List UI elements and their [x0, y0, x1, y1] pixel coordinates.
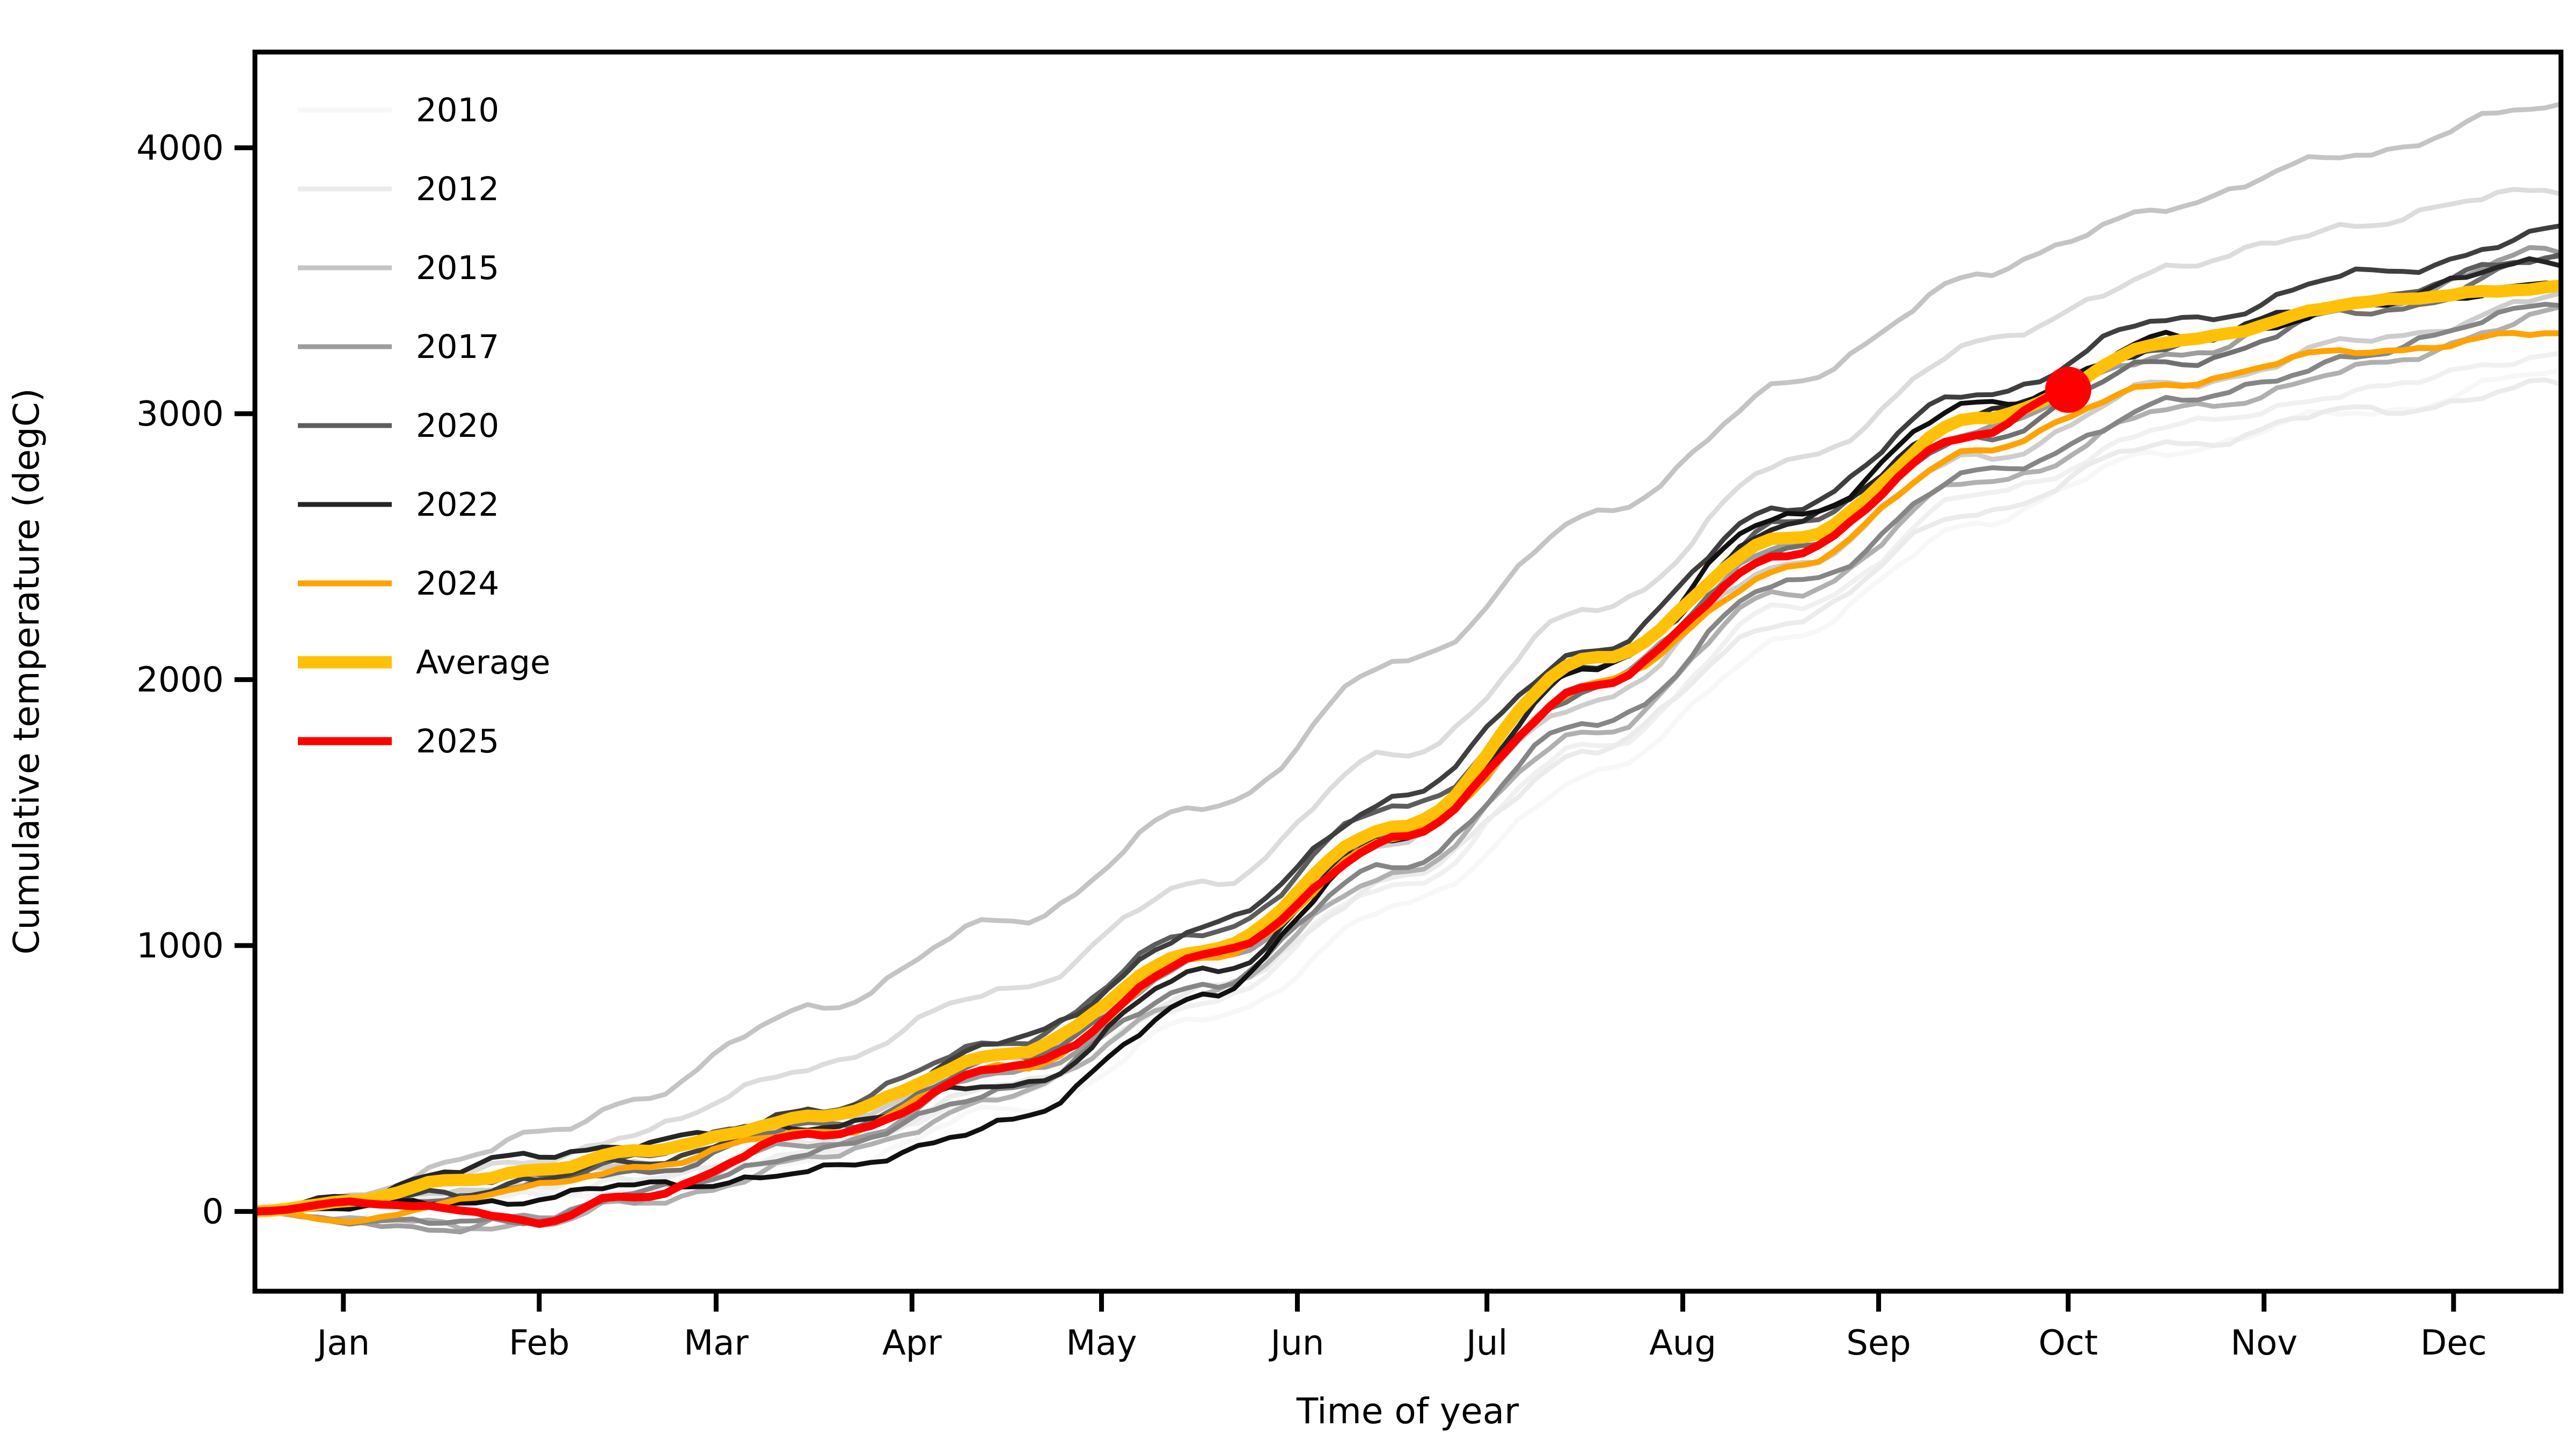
series-line-2018 — [255, 302, 2561, 1227]
series-line-2011 — [255, 350, 2561, 1214]
y-tick-label: 4000 — [136, 128, 224, 168]
legend: 2010 2012 2015 2017 2020 2022 2024 Average 2025 — [298, 91, 551, 760]
x-tick-label: Dec — [2420, 1323, 2487, 1363]
legend-label-2010: 2010 — [416, 91, 499, 129]
x-tick-label: Feb — [509, 1323, 569, 1363]
y-tick-label: 0 — [202, 1192, 224, 1232]
current-point-marker — [2045, 367, 2091, 413]
legend-label-2017: 2017 — [416, 328, 499, 366]
series-line-2022 — [255, 256, 2561, 1214]
x-axis: Jan Feb Mar Apr May Jun Jul Aug Sep Oct Nov Dec — [314, 1291, 2487, 1363]
y-axis-label: Cumulative temperature (degC) — [6, 388, 47, 954]
series-line-2024 — [255, 330, 2561, 1225]
x-tick-label: Sep — [1846, 1323, 1911, 1363]
legend-entry-2020: 2020 — [298, 407, 499, 445]
x-axis-label: Time of year — [1296, 1391, 1519, 1432]
x-tick-label: Jun — [1268, 1323, 1324, 1363]
legend-label-2025: 2025 — [416, 722, 499, 760]
x-tick-label: Jul — [1464, 1323, 1507, 1363]
legend-label-2024: 2024 — [416, 565, 499, 603]
axes-frame — [252, 49, 2564, 1294]
x-tick-label: Mar — [684, 1323, 749, 1363]
series-line-2010 — [255, 367, 2561, 1214]
legend-entry-2022: 2022 — [298, 486, 499, 524]
x-tick-label: Jan — [314, 1323, 370, 1363]
legend-entry-average: Average — [298, 643, 551, 682]
x-tick-label: Aug — [1649, 1323, 1716, 1363]
marker-layer — [2045, 367, 2091, 413]
legend-entry-2012: 2012 — [298, 170, 499, 208]
x-tick-label: May — [1066, 1323, 1137, 1363]
legend-label-average: Average — [416, 643, 551, 682]
legend-entry-2025: 2025 — [298, 722, 499, 760]
y-axis: 0 1000 2000 3000 4000 — [136, 128, 255, 1232]
series-line-average — [255, 279, 2561, 1218]
legend-entry-2010: 2010 — [298, 91, 499, 129]
x-tick-label: Nov — [2230, 1323, 2297, 1363]
series-line-2023 — [255, 280, 2561, 1214]
series-line-2021 — [255, 223, 2561, 1214]
series-line-2019 — [255, 253, 2561, 1214]
legend-label-2012: 2012 — [416, 170, 499, 208]
y-tick-label: 3000 — [136, 394, 224, 434]
y-tick-label: 2000 — [136, 660, 224, 700]
legend-label-2015: 2015 — [416, 249, 499, 287]
series-line-2013 — [255, 187, 2561, 1214]
legend-entry-2024: 2024 — [298, 565, 499, 603]
legend-entry-2017: 2017 — [298, 328, 499, 366]
x-tick-label: Oct — [2038, 1323, 2098, 1363]
x-tick-label: Apr — [882, 1323, 942, 1363]
y-tick-label: 1000 — [136, 926, 224, 966]
series-line-2014 — [255, 290, 2561, 1214]
plot-area — [255, 101, 2561, 1235]
legend-label-2020: 2020 — [416, 407, 499, 445]
series-line-2025 — [255, 388, 2060, 1228]
series-line-2015 — [255, 101, 2561, 1214]
legend-label-2022: 2022 — [416, 486, 499, 524]
legend-entry-2015: 2015 — [298, 249, 499, 287]
